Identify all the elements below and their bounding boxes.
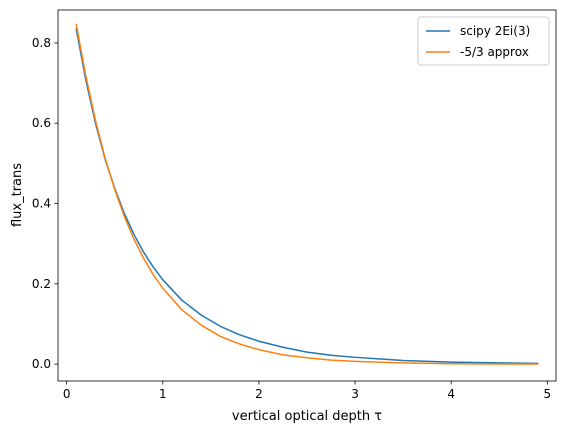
x-tick-label: 2 [255, 387, 263, 401]
legend-box [417, 16, 550, 66]
legend: scipy 2Ei(3) -5/3 approx [417, 16, 550, 66]
y-tick-label: 0.0 [32, 357, 51, 371]
y-tick-label: 0.6 [32, 116, 51, 130]
x-axis-label: vertical optical depth τ [232, 409, 382, 424]
series-line-2 [75, 23, 539, 365]
plot-area-background [58, 10, 556, 381]
x-tick-label: 5 [544, 387, 552, 401]
y-axis-label: flux_trans [10, 163, 25, 227]
series-layer [75, 23, 539, 365]
y-tick-label: 0.8 [32, 36, 51, 50]
plot-area-frame [57, 9, 557, 382]
legend-label-2: -5/3 approx [460, 45, 529, 59]
y-tick-label: 0.4 [32, 197, 51, 211]
x-axis-ticks: 0 1 2 3 4 5 [63, 381, 551, 401]
x-tick-label: 0 [63, 387, 71, 401]
x-tick-label: 4 [447, 387, 455, 401]
legend-label-1: scipy 2Ei(3) [460, 24, 530, 38]
y-axis-ticks: 0.0 0.2 0.4 0.6 0.8 [32, 36, 58, 371]
x-tick-label: 1 [159, 387, 167, 401]
y-tick-label: 0.2 [32, 277, 51, 291]
x-tick-label: 3 [351, 387, 359, 401]
